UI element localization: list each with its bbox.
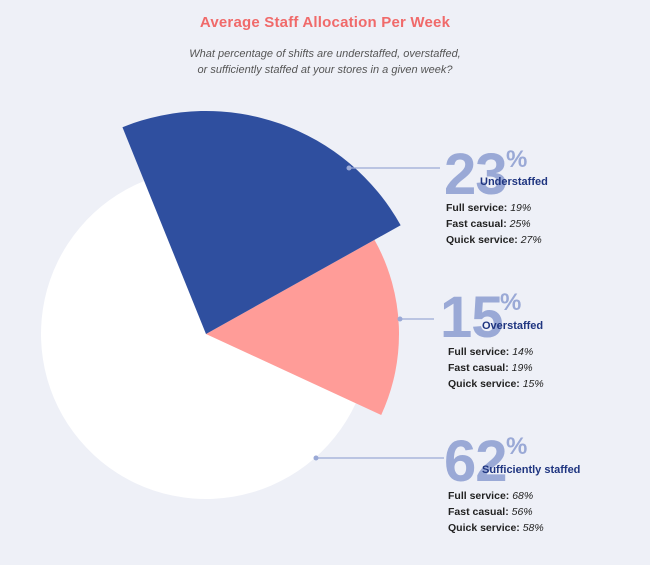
breakdown-row: Full service: 19% bbox=[446, 202, 532, 214]
callout-number: 62 bbox=[444, 429, 508, 494]
callout-category: Overstaffed bbox=[482, 320, 544, 332]
callout-percent-sign: % bbox=[506, 433, 528, 460]
callout-number: 15 bbox=[440, 285, 504, 350]
breakdown-row: Fast casual: 25% bbox=[446, 218, 531, 230]
breakdown-row: Quick service: 15% bbox=[448, 378, 544, 390]
callout-category: Understaffed bbox=[480, 176, 548, 188]
callout-percent-sign: % bbox=[506, 146, 528, 173]
slice-overstaffed bbox=[206, 239, 399, 415]
slice-understaffed bbox=[122, 110, 401, 334]
callout-overstaffed: 15 % Overstaffed Full service: 14% Fast … bbox=[440, 289, 640, 399]
subtitle-line-1: What percentage of shifts are understaff… bbox=[189, 48, 461, 60]
slice-sufficiently-staffed bbox=[40, 181, 356, 500]
breakdown-list: Full service: 68% Fast casual: 56% Quick… bbox=[448, 488, 544, 536]
breakdown-row: Full service: 68% bbox=[448, 490, 534, 502]
leader-line-overstaffed-dot bbox=[397, 316, 403, 322]
breakdown-row: Quick service: 58% bbox=[448, 522, 544, 534]
chart-subtitle: What percentage of shifts are understaff… bbox=[0, 46, 650, 78]
leader-line-sufficiently-staffed-dot bbox=[313, 455, 319, 461]
callout-category: Sufficiently staffed bbox=[482, 464, 581, 476]
subtitle-line-2: or sufficiently staffed at your stores i… bbox=[197, 64, 453, 76]
leader-line-understaffed-dot bbox=[346, 165, 352, 171]
chart-title: Average Staff Allocation Per Week bbox=[199, 14, 451, 31]
breakdown-row: Quick service: 27% bbox=[446, 234, 542, 246]
callout-percent-sign: % bbox=[500, 289, 522, 316]
breakdown-row: Fast casual: 19% bbox=[448, 362, 533, 374]
breakdown-list: Full service: 14% Fast casual: 19% Quick… bbox=[448, 344, 544, 392]
breakdown-list: Full service: 19% Fast casual: 25% Quick… bbox=[446, 200, 542, 248]
callout-understaffed: 23 % Understaffed Full service: 19% Fast… bbox=[444, 146, 644, 256]
callout-sufficiently-staffed: 62 % Sufficiently staffed Full service: … bbox=[444, 433, 644, 543]
breakdown-row: Fast casual: 56% bbox=[448, 506, 533, 518]
callout-number: 23 bbox=[444, 142, 508, 207]
breakdown-row: Full service: 14% bbox=[448, 346, 534, 358]
